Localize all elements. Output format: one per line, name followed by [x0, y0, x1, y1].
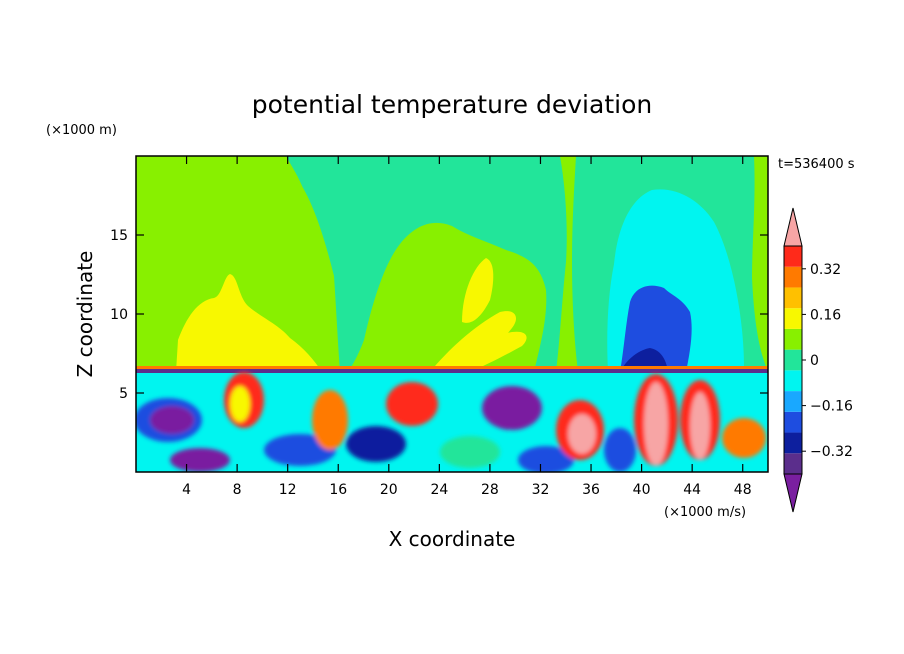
- yellow-streak: [430, 311, 516, 372]
- blue-negative-right: [620, 285, 692, 372]
- colorbar-swatch: [784, 328, 802, 350]
- y-axis-label: Z coordinate: [73, 251, 97, 378]
- colorbar-label: 0: [810, 353, 819, 369]
- lb-purple-2: [170, 448, 230, 472]
- colorbar: 0.32 0.16 0 −0.16 −0.32: [783, 207, 853, 513]
- lb-orange-1: [312, 390, 348, 450]
- x-tick-label: 16: [329, 482, 347, 498]
- lb-yellow-1: [230, 386, 250, 422]
- colorbar-swatch: [784, 246, 802, 267]
- colorbar-label: 0.32: [810, 262, 841, 278]
- x-axis: 4 8 12 16 20 24 28 32 36 40 44 48: [182, 156, 752, 498]
- x-tick-label: 8: [233, 482, 242, 498]
- x-tick-label: 12: [279, 482, 297, 498]
- lb-pink-3: [690, 392, 710, 460]
- colorbar-max-arrow: [783, 207, 803, 247]
- lb-orange-2: [722, 418, 766, 458]
- chart-title: potential temperature deviation: [252, 90, 652, 119]
- yellow-plume-left: [176, 274, 322, 372]
- lb-pink-1: [568, 414, 596, 454]
- inversion-band-purple: [136, 369, 768, 373]
- lb-blue-3: [518, 446, 574, 472]
- colorbar-label: −0.16: [810, 399, 853, 415]
- colorbar-label: −0.32: [810, 444, 853, 460]
- upper-left-background: [136, 156, 302, 186]
- colorbar-swatch: [784, 411, 802, 433]
- green-negative-upper: [136, 156, 567, 372]
- x-tick-label: 32: [532, 482, 550, 498]
- colorbar-swatch: [784, 287, 802, 309]
- field-plot: [136, 156, 768, 472]
- lb-purple-3: [482, 386, 542, 430]
- y-unit-label: (×1000 m): [46, 123, 117, 138]
- colorbar-swatch: [784, 370, 802, 392]
- x-tick-label: 28: [481, 482, 499, 498]
- colorbar-label: 0.16: [810, 307, 841, 323]
- x-tick-label: 20: [380, 482, 398, 498]
- lb-blue-4: [604, 428, 636, 472]
- colorbar-swatch: [784, 308, 802, 329]
- inversion-band-orange: [136, 366, 768, 370]
- x-tick-label: 48: [734, 482, 752, 498]
- lb-purple-1: [150, 406, 194, 434]
- lb-navy-1: [346, 426, 406, 462]
- lb-green-1: [440, 436, 500, 468]
- lb-pink-2: [644, 382, 668, 466]
- y-tick-label: 10: [110, 307, 128, 323]
- time-label: t=536400 s: [778, 157, 855, 172]
- colorbar-min-arrow: [783, 473, 803, 513]
- lb-red-2: [386, 382, 438, 426]
- colorbar-swatch: [784, 391, 802, 412]
- x-unit-label: (×1000 m/s): [664, 505, 746, 520]
- colorbar-swatch: [784, 453, 802, 474]
- y-axis: 5 10 15: [110, 228, 768, 402]
- yellow-streak-2: [430, 331, 527, 372]
- x-tick-label: 40: [633, 482, 651, 498]
- y-tick-label: 5: [119, 386, 128, 402]
- colorbar-swatch: [784, 432, 802, 454]
- yellow-plume-mid: [462, 258, 494, 323]
- colorbar-swatch: [784, 266, 802, 288]
- x-tick-label: 44: [683, 482, 701, 498]
- x-axis-label: X coordinate: [389, 527, 516, 551]
- colorbar-swatch: [784, 349, 802, 371]
- x-tick-label: 36: [582, 482, 600, 498]
- boundary-layer-texture: [136, 372, 766, 472]
- y-tick-label: 15: [110, 228, 128, 244]
- x-tick-label: 4: [182, 482, 191, 498]
- x-tick-label: 24: [430, 482, 448, 498]
